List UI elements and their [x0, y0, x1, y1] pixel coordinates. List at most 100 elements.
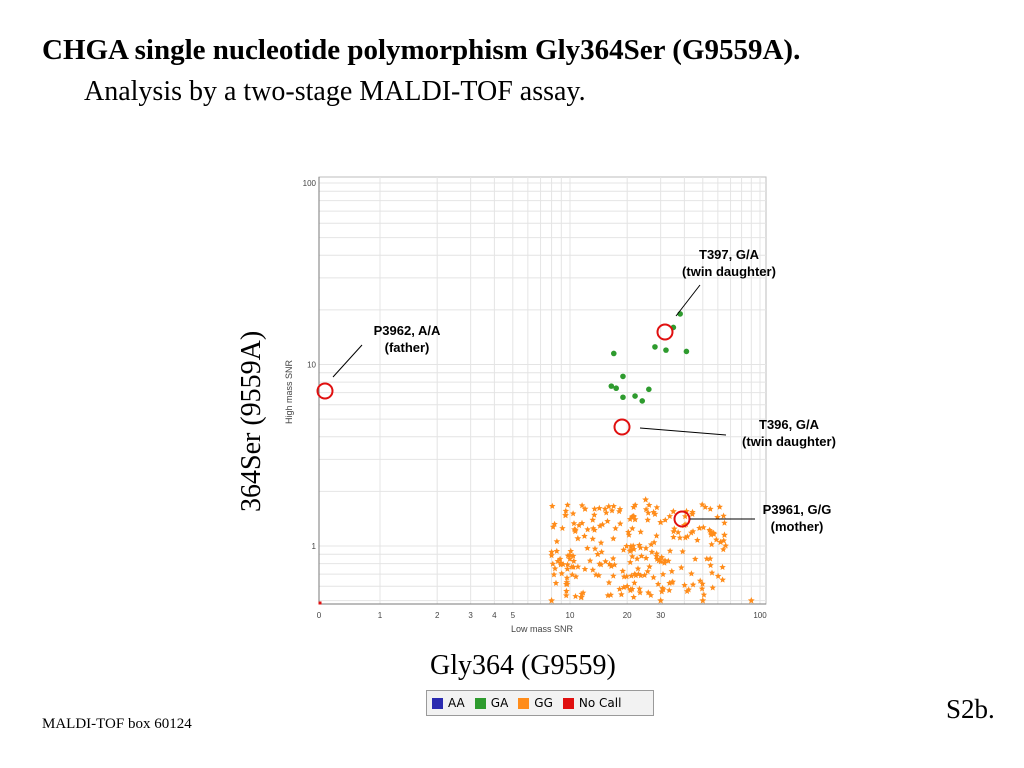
- chart-legend: AA GA GG No Call: [426, 690, 654, 716]
- data-point-gg: [661, 559, 668, 566]
- annotation-leader-line: [675, 284, 701, 317]
- data-point-ga: [683, 348, 690, 355]
- x-tick-label: 30: [656, 611, 665, 620]
- data-point-gg: [699, 580, 706, 587]
- data-point-gg: [625, 531, 633, 538]
- data-point-gg: [722, 542, 729, 549]
- data-point-gg: [548, 548, 555, 555]
- data-point-gg: [572, 573, 580, 580]
- x-tick-label: 100: [753, 611, 767, 620]
- data-point-gg: [653, 532, 660, 539]
- data-point-gg: [648, 548, 656, 555]
- annotation-sublabel: (father): [385, 340, 430, 355]
- data-point-gg: [564, 552, 572, 559]
- data-point-gg: [688, 570, 695, 577]
- data-point-gg: [631, 579, 638, 586]
- data-point-gg: [548, 552, 555, 559]
- data-point-gg: [601, 505, 609, 512]
- data-point-gg: [659, 584, 666, 591]
- data-point-gg: [683, 507, 690, 514]
- legend-swatch-no-call: [562, 697, 574, 709]
- data-point-gg: [608, 507, 616, 514]
- data-point-gg: [589, 535, 596, 542]
- data-point-gg: [570, 520, 578, 527]
- data-point-gg: [597, 561, 605, 568]
- annotation-circle: [316, 382, 334, 400]
- data-point-gg: [548, 597, 555, 604]
- data-point-gg: [604, 592, 612, 599]
- data-point-gg: [616, 508, 623, 515]
- data-point-gg: [623, 573, 630, 580]
- data-point-gg: [572, 528, 579, 535]
- slide-id: S2b.: [946, 694, 995, 724]
- data-point-gg: [581, 532, 588, 539]
- data-point-gg: [563, 587, 570, 594]
- data-point-gg: [721, 519, 728, 526]
- data-point-gg: [646, 563, 653, 570]
- data-point-gg: [592, 571, 600, 578]
- data-point-gg: [552, 579, 560, 586]
- data-point-gg: [578, 593, 585, 600]
- data-point-gg: [669, 578, 676, 585]
- data-point-gg: [703, 555, 711, 562]
- data-point-gg: [574, 563, 582, 570]
- data-point-ga: [610, 350, 617, 357]
- data-point-gg: [682, 534, 689, 541]
- data-point-gg: [699, 501, 706, 508]
- data-point-gg: [591, 511, 598, 518]
- data-point-gg: [655, 580, 662, 587]
- data-point-gg: [623, 542, 630, 549]
- data-point-gg: [551, 520, 558, 527]
- data-point-gg: [591, 505, 598, 512]
- data-point-gg: [699, 597, 707, 604]
- data-point-gg: [650, 508, 657, 515]
- data-point-gg: [563, 580, 570, 587]
- data-point-gg: [572, 593, 579, 600]
- data-point-gg: [631, 515, 639, 523]
- x-tick-label: 3: [468, 611, 473, 620]
- data-point-gg: [644, 516, 651, 523]
- y-tick-label: 1: [312, 542, 317, 551]
- data-point-gg: [638, 552, 645, 559]
- data-point-gg: [630, 545, 638, 553]
- data-point-gg: [584, 526, 591, 533]
- data-point-gg: [562, 511, 569, 518]
- footer-text: MALDI-TOF box 60124: [42, 716, 192, 732]
- data-point-gg: [616, 585, 623, 592]
- data-point-gg: [747, 597, 755, 604]
- data-point-gg: [674, 529, 682, 536]
- data-point-gg: [714, 513, 721, 520]
- data-point-gg: [578, 502, 586, 509]
- data-point-gg: [568, 563, 575, 570]
- data-point-gg: [637, 544, 644, 551]
- data-point-gg: [647, 541, 655, 548]
- x-axis-big-label: Gly364 (G9559): [430, 650, 616, 681]
- data-point-gg: [629, 553, 636, 560]
- data-point-ga: [620, 394, 626, 401]
- data-point-gg: [631, 570, 638, 577]
- data-point-gg: [717, 538, 724, 546]
- data-point-gg: [636, 585, 643, 592]
- data-point-gg: [625, 528, 632, 535]
- data-point-gg: [681, 521, 688, 529]
- data-point-gg: [669, 507, 677, 515]
- data-point-gg: [564, 501, 571, 508]
- data-point-gg: [594, 550, 602, 558]
- data-point-gg: [620, 546, 627, 553]
- annotation-leader-line: [639, 427, 727, 436]
- data-point-gg: [653, 550, 660, 557]
- data-point-gg: [636, 589, 644, 596]
- data-point-gg: [589, 516, 596, 523]
- slide-subtitle: Analysis by a two-stage MALDI-TOF assay.: [84, 76, 586, 107]
- data-point-gg: [650, 574, 657, 581]
- data-point-gg: [706, 555, 714, 562]
- data-point-gg: [549, 560, 557, 567]
- data-point-gg: [627, 542, 635, 549]
- x-tick-label: 2: [435, 611, 440, 620]
- data-point-gg: [698, 585, 706, 592]
- y-axis-big-label: 364Ser (9559A): [236, 330, 267, 512]
- data-point-gg: [551, 565, 559, 572]
- data-point-gg: [650, 539, 658, 546]
- data-point-gg: [635, 570, 642, 577]
- data-point-gg: [623, 582, 631, 590]
